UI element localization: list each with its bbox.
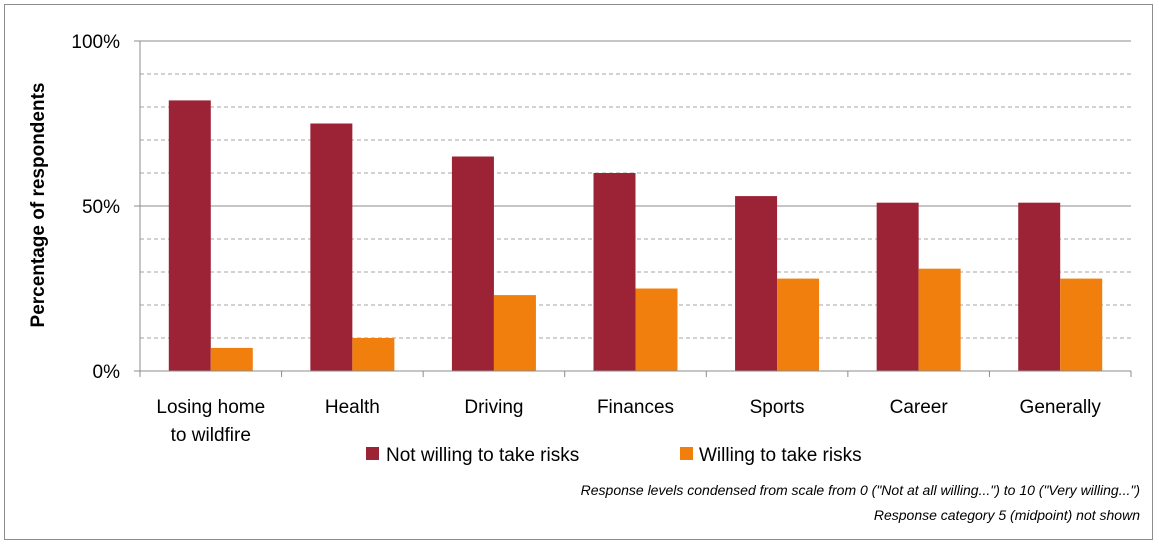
x-category-label-line: Losing home [156,397,265,418]
x-category-label-line: Career [890,397,949,418]
chart-notes: Response levels condensed from scale fro… [581,482,1141,523]
bar-willing [1060,278,1103,371]
x-axis-categories: Losing home to wildfire Health Driving Finan… [156,397,1101,446]
bar-willing [493,295,536,371]
x-category-label: Driving [464,397,523,418]
x-category-label-line: Sports [750,397,805,418]
bars [168,100,1103,372]
x-category-label: Career [890,397,949,418]
bar-not-willing [593,173,636,371]
chart-note: Response category 5 (midpoint) not shown [874,507,1140,523]
axes [139,41,1132,377]
bar-willing [210,347,253,371]
bar-not-willing [876,202,919,371]
x-category-label-line: to wildfire [171,425,251,446]
legend-swatch [680,447,693,460]
x-category-label-line: Generally [1020,397,1102,418]
bar-not-willing [310,123,353,371]
legend-swatch [366,447,379,460]
x-category-label-line: Health [325,397,380,418]
bar-not-willing [735,196,778,371]
bar-willing [777,278,820,371]
legend: Not willing to take risks Willing to take… [366,445,862,466]
bar-not-willing [168,100,211,372]
x-category-label: Generally [1020,397,1102,418]
x-category-label: Finances [597,397,674,418]
bar-not-willing [1018,202,1061,371]
legend-label: Willing to take risks [699,445,862,466]
bar-willing [352,338,395,371]
y-tick-label: 100% [71,32,120,53]
x-category-label: Losing home to wildfire [156,397,265,446]
x-category-label-line: Finances [597,397,674,418]
x-category-label: Sports [750,397,805,418]
y-tick-label: 0% [93,362,121,383]
x-category-label-line: Driving [464,397,523,418]
legend-label: Not willing to take risks [386,445,579,466]
y-axis-ticks: 0% 50% 100% [71,32,140,383]
bar-willing [918,268,961,371]
y-axis-label: Percentage of respondents [28,83,49,328]
bar-willing [635,288,678,371]
x-category-label: Health [325,397,380,418]
chart-note: Response levels condensed from scale fro… [581,482,1140,498]
bar-not-willing [451,156,494,371]
y-tick-label: 50% [82,197,120,218]
